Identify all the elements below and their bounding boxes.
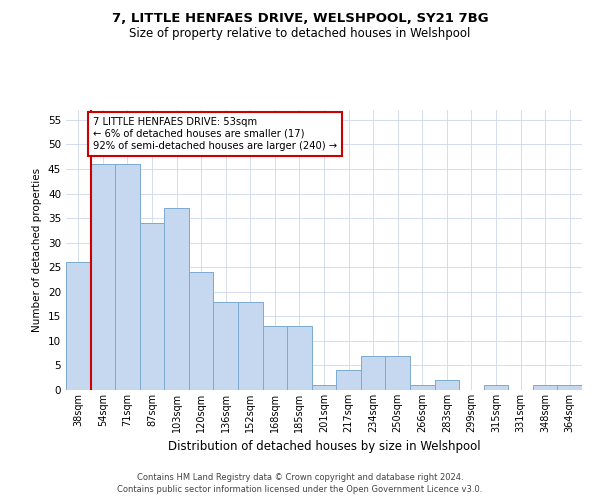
Bar — [189, 272, 214, 390]
Bar — [533, 385, 557, 390]
Text: Contains public sector information licensed under the Open Government Licence v3: Contains public sector information licen… — [118, 485, 482, 494]
Bar — [91, 164, 115, 390]
Bar — [385, 356, 410, 390]
Text: 7 LITTLE HENFAES DRIVE: 53sqm
← 6% of detached houses are smaller (17)
92% of se: 7 LITTLE HENFAES DRIVE: 53sqm ← 6% of de… — [92, 118, 337, 150]
Bar — [214, 302, 238, 390]
Text: Contains HM Land Registry data © Crown copyright and database right 2024.: Contains HM Land Registry data © Crown c… — [137, 472, 463, 482]
Y-axis label: Number of detached properties: Number of detached properties — [32, 168, 43, 332]
Bar — [484, 385, 508, 390]
Text: Size of property relative to detached houses in Welshpool: Size of property relative to detached ho… — [130, 28, 470, 40]
Bar — [238, 302, 263, 390]
Bar — [140, 223, 164, 390]
Bar — [312, 385, 336, 390]
Bar — [336, 370, 361, 390]
Bar — [361, 356, 385, 390]
Bar — [164, 208, 189, 390]
Bar — [434, 380, 459, 390]
Bar — [115, 164, 140, 390]
Bar — [66, 262, 91, 390]
X-axis label: Distribution of detached houses by size in Welshpool: Distribution of detached houses by size … — [167, 440, 481, 454]
Bar — [263, 326, 287, 390]
Bar — [557, 385, 582, 390]
Text: 7, LITTLE HENFAES DRIVE, WELSHPOOL, SY21 7BG: 7, LITTLE HENFAES DRIVE, WELSHPOOL, SY21… — [112, 12, 488, 26]
Bar — [287, 326, 312, 390]
Bar — [410, 385, 434, 390]
